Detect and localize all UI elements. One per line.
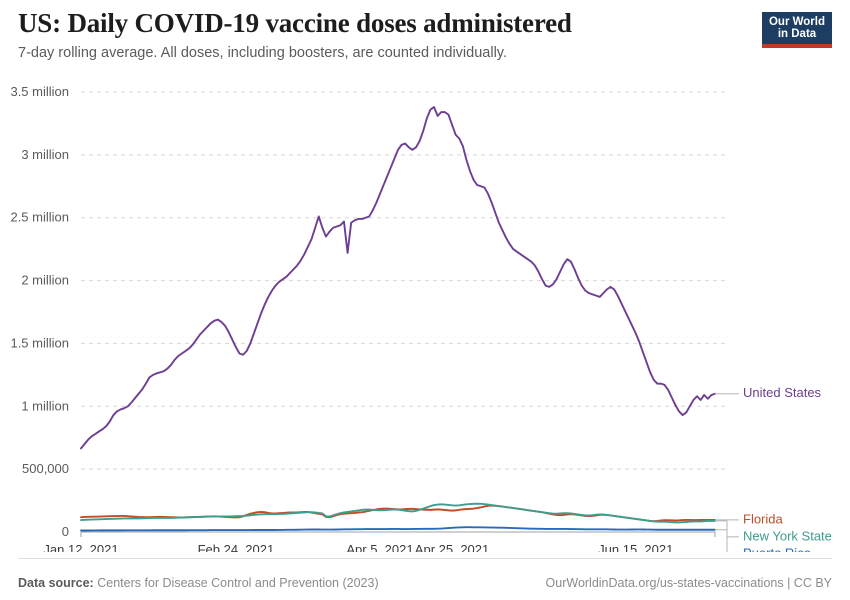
chart-header: US: Daily COVID-19 vaccine doses adminis… bbox=[18, 8, 832, 61]
chart-footer: Data source: Centers for Disease Control… bbox=[18, 558, 832, 590]
y-axis-tick-label: 2 million bbox=[21, 273, 69, 288]
logo-line-1: Our World bbox=[768, 15, 825, 28]
y-axis-tick-label: 500,000 bbox=[22, 461, 69, 476]
page-title: US: Daily COVID-19 vaccine doses adminis… bbox=[18, 8, 572, 38]
data-source: Data source: Centers for Disease Control… bbox=[18, 576, 379, 590]
y-axis-tick-label: 3 million bbox=[21, 147, 69, 162]
x-axis-tick-label: Apr 25, 2021 bbox=[415, 542, 489, 552]
source-url[interactable]: OurWorldinData.org/us-states-vaccination… bbox=[545, 576, 832, 590]
y-axis-tick-label: 0 bbox=[62, 524, 69, 539]
line-chart-svg[interactable]: 0 500,000 1 million 1.5 million 2 million 2.5… bbox=[0, 82, 850, 552]
series-label-puerto-rico[interactable]: Puerto Rico bbox=[743, 545, 811, 552]
data-source-label: Data source: bbox=[18, 576, 94, 590]
series-line-united-states[interactable] bbox=[80, 106, 716, 450]
series-line-new-york-state[interactable] bbox=[80, 502, 716, 524]
x-axis-tick-label: Jan 12, 2021 bbox=[43, 542, 118, 552]
y-axis-tick-label: 1 million bbox=[21, 398, 69, 413]
plot-area[interactable]: 0 500,000 1 million 1.5 million 2 million 2.5… bbox=[0, 82, 850, 552]
series-label-new-york-state[interactable]: New York State bbox=[743, 528, 832, 543]
legend-connector bbox=[715, 520, 739, 538]
x-axis-tick-label: Apr 5, 2021 bbox=[346, 542, 413, 552]
y-axis-tick-label: 1.5 million bbox=[10, 335, 69, 350]
owid-logo[interactable]: Our World in Data bbox=[762, 12, 832, 48]
series-line-florida[interactable] bbox=[80, 504, 716, 523]
y-axis-tick-label: 2.5 million bbox=[10, 210, 69, 225]
legend-connector bbox=[715, 529, 728, 552]
series-line-puerto-rico[interactable] bbox=[80, 526, 716, 532]
data-source-value: Centers for Disease Control and Preventi… bbox=[97, 576, 379, 590]
x-axis-tick-label: Jun 15, 2021 bbox=[598, 542, 673, 552]
series-label-florida[interactable]: Florida bbox=[743, 511, 784, 526]
series-label-united-states[interactable]: United States bbox=[743, 385, 822, 400]
x-axis-tick-label: Feb 24, 2021 bbox=[198, 542, 275, 552]
chart-subtitle: 7-day rolling average. All doses, includ… bbox=[18, 45, 507, 62]
logo-line-2: in Data bbox=[777, 28, 817, 40]
y-axis-tick-label: 3.5 million bbox=[10, 84, 69, 99]
